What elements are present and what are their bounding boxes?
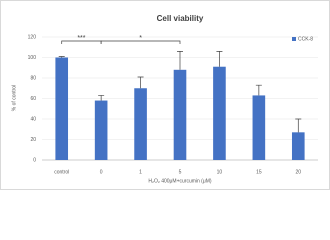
y-tick-label: 120 <box>28 34 37 40</box>
y-tick-label: 100 <box>28 55 37 61</box>
x-tick-label: 1 <box>139 169 142 175</box>
y-tick-label: 40 <box>30 116 36 122</box>
x-tick-label: 10 <box>217 169 223 175</box>
y-axis-title: % of control <box>11 85 17 111</box>
error-bar <box>295 118 302 133</box>
y-tick-label: 60 <box>30 96 36 102</box>
legend-swatch <box>292 37 296 41</box>
bar <box>173 69 187 160</box>
y-tick-label: 20 <box>30 137 36 143</box>
x-axis-title: H₂O₂ 400μM+curcumin (μM) <box>148 178 211 184</box>
bar <box>291 132 305 160</box>
x-tick-label: 0 <box>100 169 103 175</box>
error-bar <box>216 51 223 67</box>
x-tick-label: 20 <box>296 169 302 175</box>
bar <box>94 100 108 160</box>
error-bar <box>177 51 183 70</box>
x-tick-label: 5 <box>179 169 182 175</box>
bar <box>213 66 226 160</box>
error-bar <box>98 95 105 101</box>
chart-frame <box>0 0 330 190</box>
chart: Cell viability % of control H₂O₂ 400μM+c… <box>0 0 330 190</box>
x-tick-label: control <box>54 169 69 175</box>
legend-label: CCK-8 <box>298 36 313 42</box>
x-tick-label: 15 <box>256 169 262 175</box>
significance-label: * <box>139 35 142 42</box>
error-bar <box>137 76 144 89</box>
bar <box>55 57 69 160</box>
y-tick-label: 0 <box>33 157 36 163</box>
bar <box>134 88 147 160</box>
significance-bracket <box>100 40 181 44</box>
chart-title: Cell viability <box>157 14 204 23</box>
error-bar <box>255 84 262 96</box>
significance-label: *** <box>77 35 85 42</box>
error-bar <box>58 56 65 58</box>
bar <box>252 95 266 160</box>
y-tick-label: 80 <box>30 75 36 81</box>
